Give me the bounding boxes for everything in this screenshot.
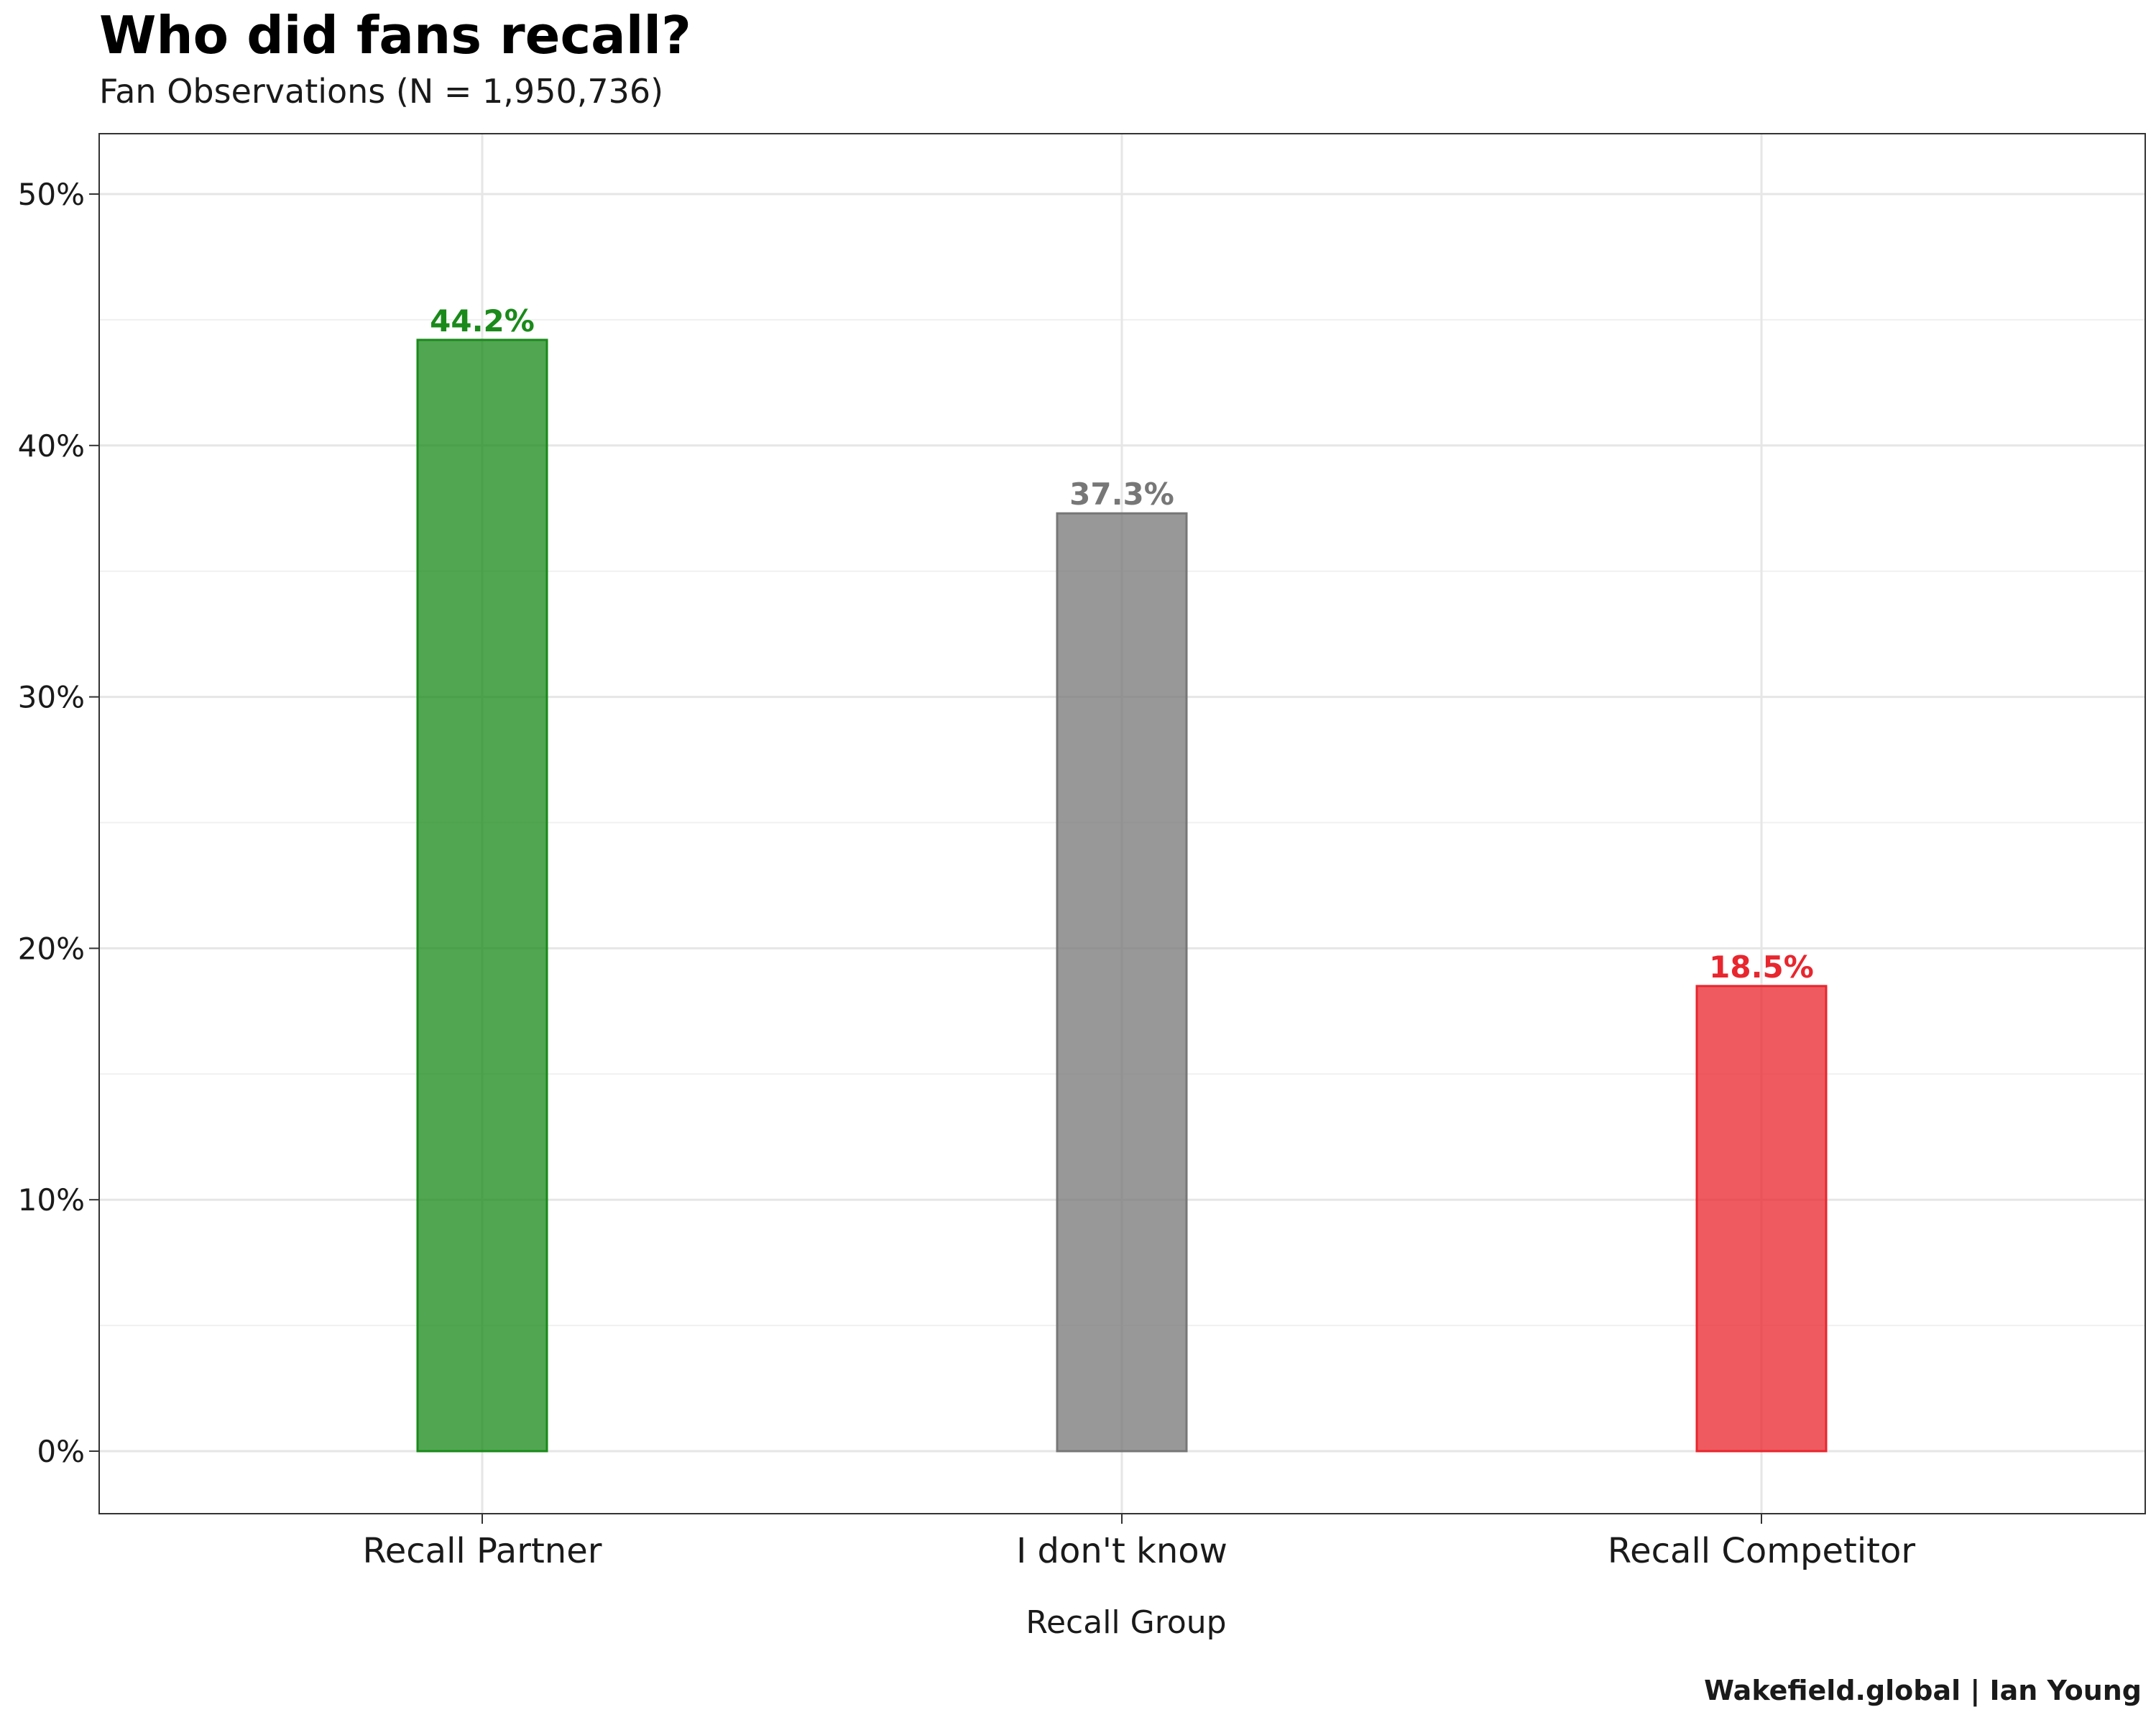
y-tick-label: 10% <box>18 1182 85 1218</box>
bar-value-label: 18.5% <box>1709 949 1814 985</box>
y-tick-label: 20% <box>18 931 85 966</box>
labels-layer: 44.2% 37.3% 18.5% <box>430 303 1814 985</box>
x-tick-label: I don't know <box>1016 1531 1227 1571</box>
y-tick-label: 40% <box>18 428 85 464</box>
x-tick-label: Recall Partner <box>363 1531 602 1571</box>
chart-title: Who did fans recall? <box>99 5 691 65</box>
bar <box>416 339 548 1453</box>
bar <box>1695 985 1828 1453</box>
chart-subtitle: Fan Observations (N = 1,950,736) <box>99 72 664 111</box>
axis-layer: 0% 10% 20% 30% 40% 50% Recall Partner I don't k… <box>18 133 2146 1571</box>
y-tick-label: 0% <box>37 1434 85 1469</box>
bar <box>1056 512 1188 1453</box>
y-tick-label: 30% <box>18 680 85 715</box>
x-tick-label: Recall Competitor <box>1608 1531 1915 1571</box>
chart-caption: Wakefield.global | Ian Young <box>1704 1675 2142 1706</box>
bars-layer <box>416 339 1828 1453</box>
x-axis-title: Recall Group <box>1026 1604 1226 1641</box>
bar-value-label: 44.2% <box>430 303 535 339</box>
bar-value-label: 37.3% <box>1069 477 1174 512</box>
y-tick-label: 50% <box>18 177 85 212</box>
